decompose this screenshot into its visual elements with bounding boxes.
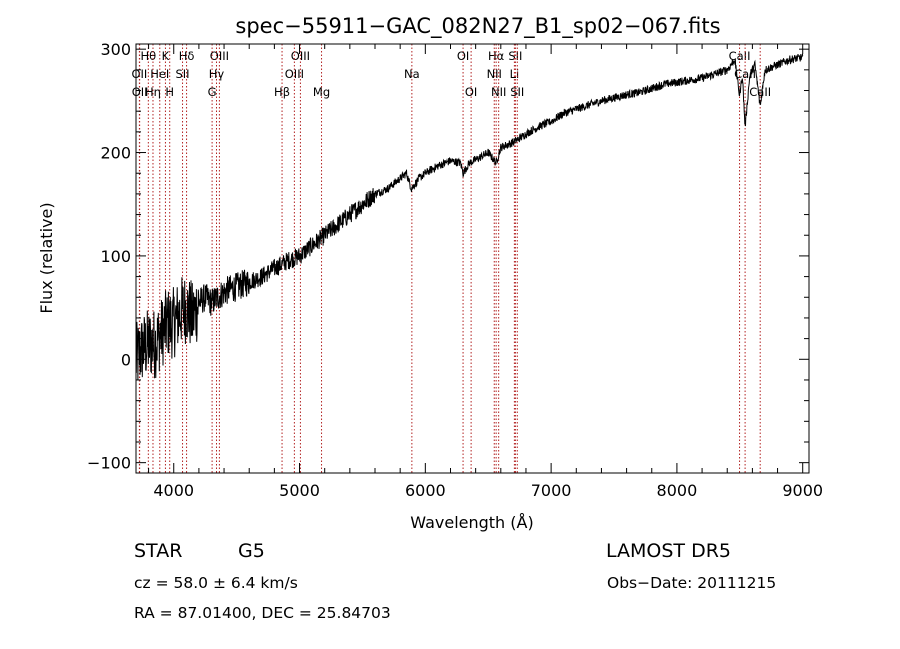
- spectral-line-label: Hδ: [179, 49, 195, 63]
- spectrum-series: [135, 53, 804, 380]
- object-class: STAR: [134, 540, 183, 562]
- y-axis-label: Flux (relative): [37, 202, 56, 313]
- spectral-line-label: OII: [131, 67, 147, 81]
- spectral-line-label: Hβ: [274, 85, 290, 99]
- x-tick-label: 8000: [657, 481, 698, 500]
- spectral-line-label: K: [162, 49, 170, 63]
- spectral-line-label: Hγ: [209, 67, 225, 81]
- spectral-line-label: Mg: [313, 85, 330, 99]
- x-tick-label: 7000: [531, 481, 572, 500]
- spectral-line-label: Hη: [145, 85, 161, 99]
- spectral-line-label: OI: [465, 85, 477, 99]
- spectral-line-label: Li: [510, 67, 520, 81]
- spectral-line-label: Na: [404, 67, 420, 81]
- spectral-line-label: Hα: [488, 49, 505, 63]
- x-tick-label: 9000: [782, 481, 823, 500]
- spectral-line-label: OIII: [285, 67, 304, 81]
- spectral-line-label: SII: [175, 67, 189, 81]
- spectral-line-label: Hθ: [140, 49, 156, 63]
- spectral-line-label: NII: [487, 67, 502, 81]
- plot-frame: [135, 43, 810, 474]
- spectral-line-label: H: [165, 85, 174, 99]
- chart-title: spec−55911−GAC_082N27_B1_sp02−067.fits: [235, 14, 720, 39]
- y-tick-label: 0: [121, 350, 131, 369]
- x-tick-label: 5000: [279, 481, 320, 500]
- spectral-line-label: OIII: [210, 49, 229, 63]
- spectral-line-label: SII: [508, 49, 522, 63]
- spectral-line-label: CaII: [749, 85, 771, 99]
- spectral-line-label: OIII: [291, 49, 310, 63]
- object-subclass: G5: [238, 540, 265, 562]
- spectral-line-label: G: [208, 85, 217, 99]
- axis-ticks: 4000 5000 6000 7000 8000 9000 −100 0 100 200 300: [87, 40, 823, 500]
- spectral-line-label: OI: [457, 49, 469, 63]
- x-axis-label: Wavelength (Å): [410, 513, 533, 532]
- x-tick-label: 6000: [405, 481, 446, 500]
- spectral-line-label: NII: [491, 85, 506, 99]
- y-tick-label: 100: [100, 247, 131, 266]
- redshift-velocity: cz = 58.0 ± 6.4 km/s: [134, 574, 298, 592]
- y-tick-label: 200: [100, 144, 131, 163]
- y-tick-label: −100: [87, 454, 131, 473]
- observation-date: Obs−Date: 20111215: [607, 574, 777, 592]
- survey-name: LAMOST DR5: [606, 540, 731, 562]
- spectral-line-label: HeI: [150, 67, 169, 81]
- spectrum-line: [135, 53, 804, 380]
- x-tick-label: 4000: [153, 481, 194, 500]
- spectral-line-label: SII: [510, 85, 524, 99]
- y-tick-label: 300: [100, 40, 131, 59]
- coordinates: RA = 87.01400, DEC = 25.84703: [134, 604, 391, 622]
